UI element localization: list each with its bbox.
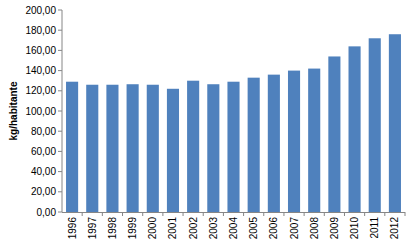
y-tick-label: 40,00 bbox=[31, 166, 56, 177]
y-tick bbox=[58, 131, 62, 132]
x-tick-label: 2010 bbox=[349, 217, 360, 240]
y-tick bbox=[58, 191, 62, 192]
y-tick bbox=[58, 90, 62, 91]
x-tick-label: 2007 bbox=[289, 217, 300, 240]
x-tick-label: 2001 bbox=[167, 217, 178, 240]
x-tick-label: 1996 bbox=[67, 217, 78, 240]
bar bbox=[328, 56, 340, 212]
y-tick-label: 200,00 bbox=[25, 5, 56, 16]
y-tick bbox=[58, 151, 62, 152]
x-tick bbox=[183, 212, 184, 216]
y-tick-label: 60,00 bbox=[31, 146, 56, 157]
x-tick bbox=[263, 212, 264, 216]
bar bbox=[389, 34, 401, 212]
x-tick bbox=[384, 212, 385, 216]
y-tick-label: 20,00 bbox=[31, 186, 56, 197]
x-tick-label: 2008 bbox=[309, 217, 320, 240]
x-tick-label: 2009 bbox=[329, 217, 340, 240]
x-tick-label: 1998 bbox=[107, 217, 118, 240]
bar bbox=[227, 82, 239, 212]
chart: 0,00 20,00 40,00 60,00 80,00 100,00 120,00 140,… bbox=[0, 0, 408, 252]
x-tick-label: 2006 bbox=[268, 217, 279, 240]
x-tick bbox=[102, 212, 103, 216]
bar bbox=[308, 69, 320, 212]
y-tick-label: 180,00 bbox=[25, 25, 56, 36]
y-tick bbox=[58, 10, 62, 11]
y-axis-label: kg/habitante bbox=[8, 81, 19, 140]
x-tick-label: 2000 bbox=[147, 217, 158, 240]
y-tick bbox=[58, 111, 62, 112]
x-tick-label: 2003 bbox=[208, 217, 219, 240]
y-tick bbox=[58, 30, 62, 31]
x-tick bbox=[122, 212, 123, 216]
y-tick-label: 160,00 bbox=[25, 45, 56, 56]
bar bbox=[167, 89, 179, 212]
y-tick bbox=[58, 70, 62, 71]
bar bbox=[369, 38, 381, 212]
x-tick bbox=[243, 212, 244, 216]
x-tick bbox=[364, 212, 365, 216]
x-tick bbox=[344, 212, 345, 216]
bar bbox=[147, 85, 159, 212]
bar bbox=[268, 75, 280, 212]
bar bbox=[187, 81, 199, 212]
x-axis bbox=[62, 212, 405, 213]
x-tick bbox=[324, 212, 325, 216]
bar bbox=[248, 78, 260, 212]
x-tick-label: 2002 bbox=[188, 217, 199, 240]
bar bbox=[288, 71, 300, 212]
x-tick bbox=[162, 212, 163, 216]
x-tick-label: 2012 bbox=[389, 217, 400, 240]
y-tick-label: 100,00 bbox=[25, 106, 56, 117]
bar bbox=[106, 85, 118, 212]
y-tick-label: 0,00 bbox=[37, 207, 57, 218]
x-tick bbox=[283, 212, 284, 216]
y-tick bbox=[58, 171, 62, 172]
x-tick bbox=[405, 212, 406, 216]
x-tick bbox=[82, 212, 83, 216]
bar bbox=[86, 85, 98, 212]
x-tick-label: 2011 bbox=[369, 217, 380, 239]
y-tick-label: 120,00 bbox=[25, 85, 56, 96]
bar bbox=[349, 46, 361, 212]
y-tick bbox=[58, 50, 62, 51]
x-tick bbox=[223, 212, 224, 216]
x-tick-label: 2004 bbox=[228, 217, 239, 240]
x-tick-label: 1997 bbox=[87, 217, 98, 240]
bars bbox=[66, 34, 401, 212]
bar bbox=[207, 84, 219, 212]
bar bbox=[127, 84, 139, 212]
bar bbox=[66, 82, 78, 212]
y-tick bbox=[58, 212, 62, 213]
x-tick bbox=[203, 212, 204, 216]
y-tick-label: 80,00 bbox=[31, 126, 56, 137]
y-tick-label: 140,00 bbox=[25, 65, 56, 76]
x-tick-label: 1999 bbox=[127, 217, 138, 240]
x-tick-label: 2005 bbox=[248, 217, 259, 240]
x-tick bbox=[142, 212, 143, 216]
x-tick bbox=[304, 212, 305, 216]
